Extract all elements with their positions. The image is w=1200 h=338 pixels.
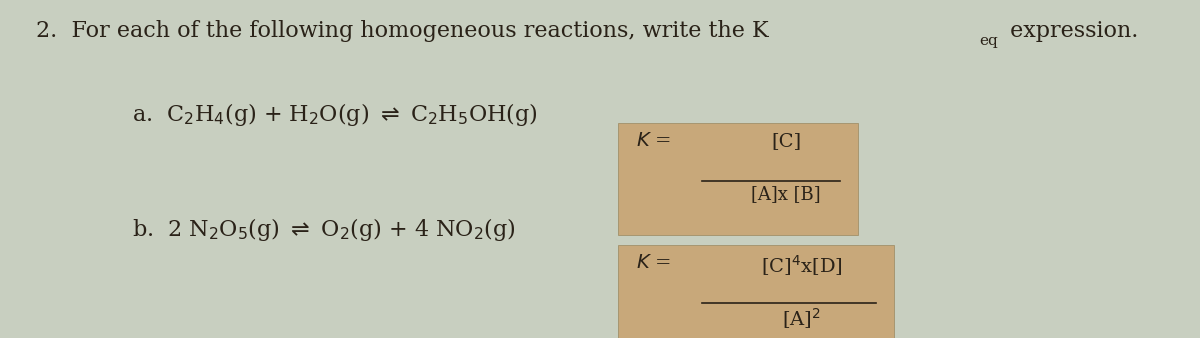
Text: b.  2 N$_2$O$_5$(g) $\rightleftharpoons$ O$_2$(g) + 4 NO$_2$(g): b. 2 N$_2$O$_5$(g) $\rightleftharpoons$ … (132, 216, 516, 243)
Text: $K$ =: $K$ = (636, 132, 671, 150)
Text: [A]$^2$: [A]$^2$ (782, 306, 821, 331)
FancyBboxPatch shape (618, 123, 858, 235)
Text: expression.: expression. (1003, 20, 1139, 42)
Text: 2.  For each of the following homogeneous reactions, write the K: 2. For each of the following homogeneous… (36, 20, 769, 42)
FancyBboxPatch shape (618, 245, 894, 338)
Text: [C]$^4$x[D]: [C]$^4$x[D] (761, 254, 842, 278)
Text: [C]: [C] (770, 132, 802, 150)
Text: [A]x [B]: [A]x [B] (751, 185, 821, 203)
Text: $K$ =: $K$ = (636, 254, 671, 271)
Text: a.  C$_2$H$_4$(g) + H$_2$O(g) $\rightleftharpoons$ C$_2$H$_5$OH(g): a. C$_2$H$_4$(g) + H$_2$O(g) $\rightleft… (132, 101, 538, 128)
Text: eq: eq (979, 34, 998, 48)
